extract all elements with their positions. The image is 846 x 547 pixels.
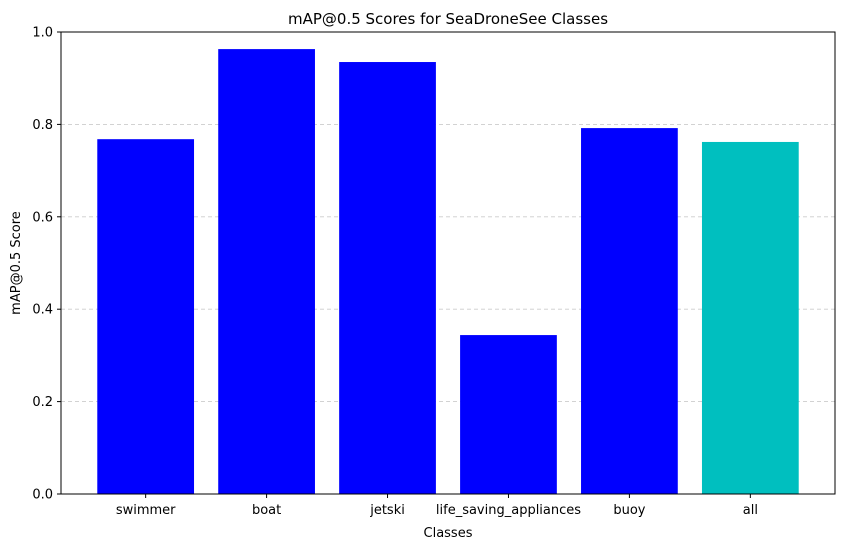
x-tick-label: boat — [252, 503, 281, 518]
y-axis-ticks: 0.0 0.2 0.4 0.6 0.8 1.0 — [32, 26, 61, 503]
x-axis-ticks: swimmer boat jetski life_saving_appliances b… — [116, 494, 758, 518]
bar-all — [701, 141, 799, 494]
bar-life_saving_appliances — [460, 335, 557, 494]
y-tick-label: 0.0 — [32, 488, 53, 503]
bars — [97, 49, 799, 495]
y-tick-label: 0.4 — [32, 303, 53, 318]
x-axis-label: Classes — [424, 526, 473, 541]
bar-swimmer — [97, 139, 195, 494]
y-tick-label: 0.2 — [32, 395, 53, 410]
y-tick-label: 0.8 — [32, 118, 53, 133]
y-axis-label: mAP@0.5 Score — [9, 211, 24, 315]
bar-buoy — [581, 128, 678, 494]
x-tick-label: life_saving_appliances — [436, 503, 581, 518]
y-tick-label: 0.6 — [32, 210, 53, 225]
x-tick-label: swimmer — [116, 503, 176, 518]
x-tick-label: buoy — [613, 503, 645, 518]
bar-boat — [218, 49, 315, 495]
y-tick-label: 1.0 — [32, 26, 53, 41]
chart-title: mAP@0.5 Scores for SeaDroneSee Classes — [288, 10, 608, 28]
x-tick-label: jetski — [369, 503, 405, 518]
plot-frame — [60, 31, 836, 495]
x-tick-label: all — [743, 503, 758, 518]
bar-jetski — [339, 62, 436, 494]
